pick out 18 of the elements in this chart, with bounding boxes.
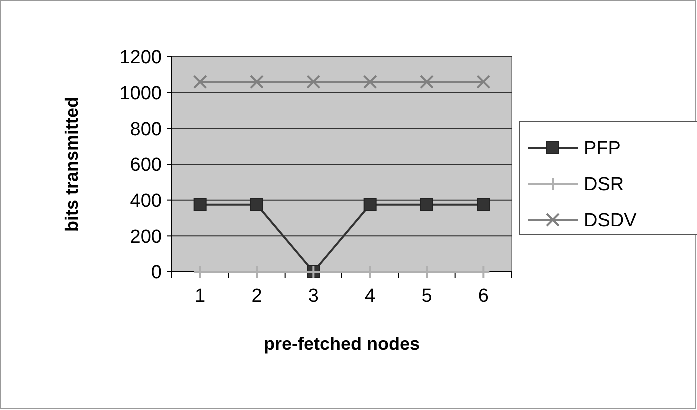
y-tick-label: 400 <box>130 190 162 212</box>
y-tick-label: 200 <box>130 226 162 248</box>
y-tick-label: 1000 <box>120 83 162 104</box>
x-tick-label: 6 <box>478 286 489 307</box>
y-tick-label: 0 <box>151 262 162 284</box>
legend-label: DSR <box>584 174 624 196</box>
x-tick-label: 3 <box>308 286 319 307</box>
legend-label: DSDV <box>584 210 638 232</box>
y-tick-label: 800 <box>130 119 162 140</box>
y-axis-title: bits transmitted <box>62 96 82 232</box>
x-tick-label: 2 <box>252 286 262 307</box>
legend-label: PFP <box>584 138 621 160</box>
x-tick-label: 4 <box>365 286 376 307</box>
x-tick-label: 5 <box>422 286 432 307</box>
x-axis-title: pre-fetched nodes <box>264 334 420 354</box>
x-tick-label: 1 <box>195 286 206 307</box>
y-tick-label: 1200 <box>120 48 162 69</box>
y-tick-label: 600 <box>130 155 162 176</box>
